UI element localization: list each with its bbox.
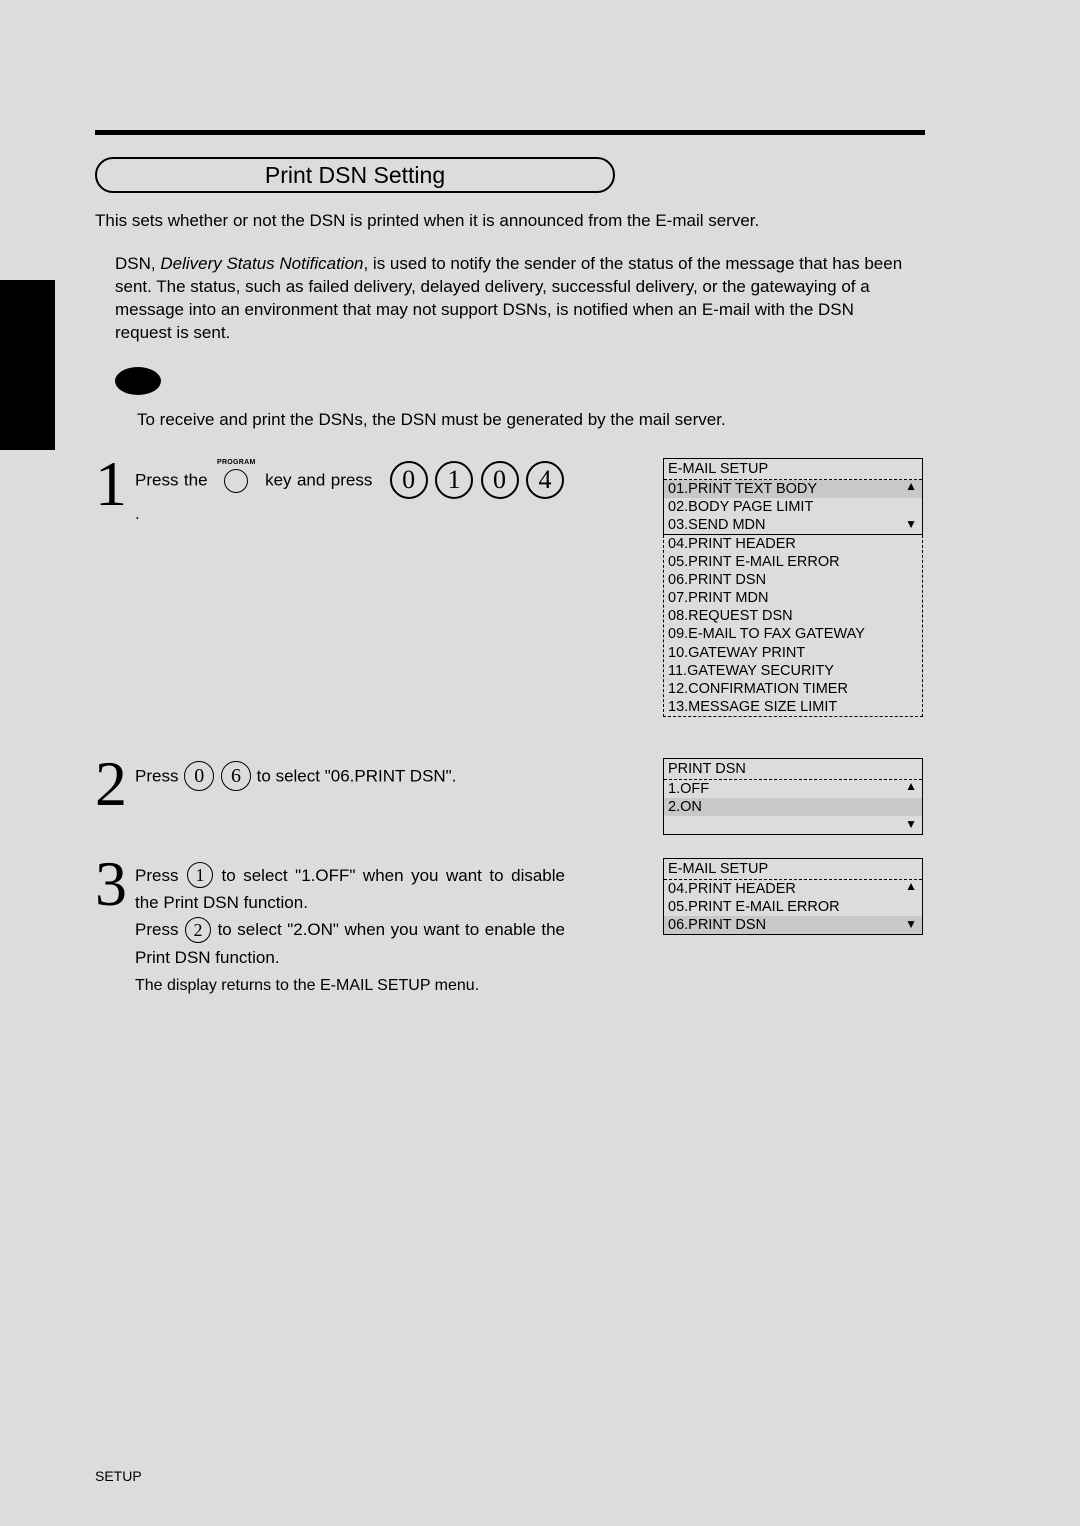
- program-label: PROGRAM: [217, 459, 256, 466]
- step-3-sub: The display returns to the E-MAIL SETUP …: [135, 977, 925, 995]
- key-0: 0: [184, 761, 214, 791]
- up-arrow-icon: ▲: [905, 879, 917, 894]
- key-2: 2: [185, 917, 211, 943]
- lcd-display-1: E-MAIL SETUP 01.PRINT TEXT BODY 02.BODY …: [663, 458, 923, 536]
- lcd-row: [664, 816, 922, 834]
- key-6: 6: [221, 761, 251, 791]
- lcd-title: E-MAIL SETUP: [664, 459, 922, 480]
- note-icon: [115, 367, 161, 395]
- up-arrow-icon: ▲: [905, 479, 917, 494]
- step-3-instruction: Press 1 to select "1.OFF" when you want …: [135, 862, 565, 971]
- lcd-row: 2.ON: [664, 798, 922, 816]
- down-arrow-icon: ▼: [905, 817, 917, 832]
- step-2-instruction: Press 0 6 to select "06.PRINT DSN".: [135, 762, 565, 792]
- key-1: 1: [187, 862, 213, 888]
- text: Press: [135, 766, 178, 785]
- program-key-icon: [224, 469, 248, 493]
- lcd-row: 04.PRINT HEADER: [664, 535, 922, 553]
- step-1-instruction: Press the PROGRAM key and press 0 1 0 4 …: [135, 462, 565, 527]
- step-1-wrap: 1 Press the PROGRAM key and press 0 1 0 …: [95, 458, 925, 758]
- lcd-row: 06.PRINT DSN: [664, 571, 922, 589]
- down-arrow-icon: ▼: [905, 917, 917, 932]
- page-content: Print DSN Setting This sets whether or n…: [95, 130, 925, 1018]
- lcd-row: 03.SEND MDN: [664, 516, 922, 534]
- up-arrow-icon: ▲: [905, 779, 917, 794]
- lcd-row: 10.GATEWAY PRINT: [664, 644, 922, 662]
- lcd-display-3: E-MAIL SETUP 04.PRINT HEADER 05.PRINT E-…: [663, 858, 923, 936]
- text: .: [135, 504, 140, 523]
- lcd-row: 07.PRINT MDN: [664, 589, 922, 607]
- text: Press the: [135, 470, 208, 489]
- step-3-wrap: 3 Press 1 to select "1.OFF" when you wan…: [95, 858, 925, 1018]
- footer-label: SETUP: [95, 1468, 142, 1484]
- step-number: 2: [95, 758, 135, 809]
- text: Press: [135, 920, 178, 939]
- text: key and press: [265, 470, 372, 489]
- side-tab: [0, 280, 55, 450]
- lcd-row: 12.CONFIRMATION TIMER: [664, 680, 922, 698]
- text: Press: [135, 866, 178, 885]
- lcd-row: 1.OFF: [664, 780, 922, 798]
- key-0: 0: [481, 461, 519, 499]
- lcd-row: 05.PRINT E-MAIL ERROR: [664, 898, 922, 916]
- lcd-row: 05.PRINT E-MAIL ERROR: [664, 553, 922, 571]
- key-4: 4: [526, 461, 564, 499]
- key-1: 1: [435, 461, 473, 499]
- lcd-display-1-extended: 04.PRINT HEADER 05.PRINT E-MAIL ERROR 06…: [663, 535, 923, 717]
- key-0: 0: [390, 461, 428, 499]
- lcd-row: 08.REQUEST DSN: [664, 607, 922, 625]
- note-text: To receive and print the DSNs, the DSN m…: [137, 410, 925, 430]
- text: to select "06.PRINT DSN".: [257, 766, 457, 785]
- lcd-title: PRINT DSN: [664, 759, 922, 780]
- lcd-display-2: PRINT DSN 1.OFF 2.ON ▲ ▼: [663, 758, 923, 836]
- top-rule: [95, 130, 925, 135]
- section-title-text: Print DSN Setting: [265, 162, 445, 189]
- lcd-title: E-MAIL SETUP: [664, 859, 922, 880]
- lcd-row: 11.GATEWAY SECURITY: [664, 662, 922, 680]
- lcd-row: 13.MESSAGE SIZE LIMIT: [664, 698, 922, 716]
- lcd-row: 09.E-MAIL TO FAX GATEWAY: [664, 625, 922, 643]
- lcd-row: 06.PRINT DSN: [664, 916, 922, 934]
- lcd-row: 01.PRINT TEXT BODY: [664, 480, 922, 498]
- step-2-wrap: 2 Press 0 6 to select "06.PRINT DSN". PR…: [95, 758, 925, 858]
- dsn-explanation: DSN, Delivery Status Notification, is us…: [95, 253, 925, 345]
- intro-text: This sets whether or not the DSN is prin…: [95, 211, 925, 231]
- program-key: PROGRAM: [217, 459, 256, 494]
- step-number: 1: [95, 458, 135, 509]
- lcd-row: 04.PRINT HEADER: [664, 880, 922, 898]
- section-heading: Print DSN Setting: [95, 157, 615, 193]
- lcd-row: 02.BODY PAGE LIMIT: [664, 498, 922, 516]
- down-arrow-icon: ▼: [905, 517, 917, 532]
- step-number: 3: [95, 858, 135, 909]
